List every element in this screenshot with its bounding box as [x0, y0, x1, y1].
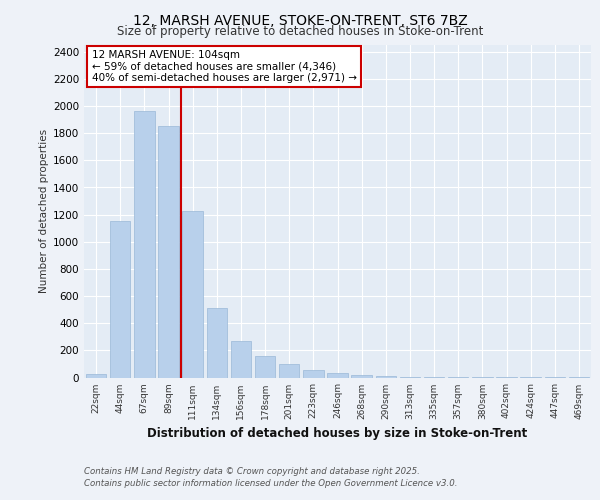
Text: Contains HM Land Registry data © Crown copyright and database right 2025.: Contains HM Land Registry data © Crown c… [84, 467, 420, 476]
Bar [352, 376, 372, 378]
Bar [230, 341, 251, 378]
Bar [279, 364, 299, 378]
Text: 12 MARSH AVENUE: 104sqm
← 59% of detached houses are smaller (4,346)
40% of semi: 12 MARSH AVENUE: 104sqm ← 59% of detache… [92, 50, 356, 83]
Bar [206, 308, 227, 378]
Bar [376, 376, 396, 378]
Text: 12, MARSH AVENUE, STOKE-ON-TRENT, ST6 7BZ: 12, MARSH AVENUE, STOKE-ON-TRENT, ST6 7B… [133, 14, 467, 28]
Bar [424, 377, 445, 378]
Bar [182, 210, 203, 378]
Bar [110, 221, 130, 378]
Bar [255, 356, 275, 378]
Bar [134, 112, 155, 378]
Text: Size of property relative to detached houses in Stoke-on-Trent: Size of property relative to detached ho… [117, 25, 483, 38]
X-axis label: Distribution of detached houses by size in Stoke-on-Trent: Distribution of detached houses by size … [148, 427, 527, 440]
Bar [400, 377, 420, 378]
Y-axis label: Number of detached properties: Number of detached properties [39, 129, 49, 294]
Bar [86, 374, 106, 378]
Bar [303, 370, 323, 378]
Bar [327, 374, 348, 378]
Bar [158, 126, 179, 378]
Text: Contains public sector information licensed under the Open Government Licence v3: Contains public sector information licen… [84, 478, 458, 488]
